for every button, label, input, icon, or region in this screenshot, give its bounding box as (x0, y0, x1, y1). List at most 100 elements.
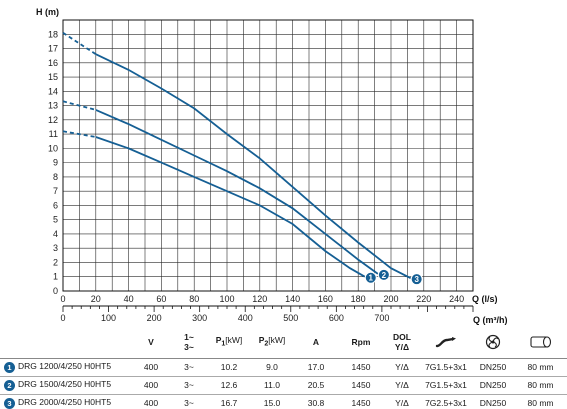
header-p2: P2[kW] (250, 326, 294, 359)
cell-start: Y/Δ (384, 394, 420, 409)
model-name: DRG 1200/4/250 H0HT5 (18, 361, 112, 372)
y-tick-label: 9 (53, 158, 58, 168)
cell-start: Y/Δ (384, 376, 420, 395)
performance-chart: 0 20 40 60 80 100 120 140 160 180 200 220 2400123456… (36, 7, 508, 325)
cell-phase: 3~ (170, 376, 208, 395)
header-star-delta: Y/Δ (394, 341, 410, 352)
header-voltage: V (132, 326, 170, 359)
cell-v: 400 (132, 358, 170, 377)
curve-3-marker (410, 273, 423, 286)
pump-spec-table: V 1~ 3~ P1[kW] P2[kW] A Rpm DOL Y/Δ (0, 326, 567, 409)
chart-axes: 0 20 40 60 80 100 120 140 160 180 200 220 2400123456… (48, 29, 474, 323)
x2-tick-label: 0 (60, 313, 65, 323)
table-header-row: V 1~ 3~ P1[kW] P2[kW] A Rpm DOL Y/Δ (0, 326, 567, 359)
plot-border (62, 19, 474, 292)
y-tick-label: 12 (48, 115, 58, 125)
model-name: DRG 1500/4/250 H0HT5 (18, 379, 112, 390)
cell-start: Y/Δ (384, 358, 420, 377)
curve-1-marker-label: 1 (369, 274, 374, 283)
table-row: 3 DRG 2000/4/250 H0HT5 400 3~ 16.7 15.0 30.8 14… (0, 394, 567, 409)
x2-tick-label: 200 (147, 313, 162, 323)
y-tick-label: 1 (53, 272, 58, 282)
header-p1-symbol: P (215, 335, 222, 346)
row-number-badge: 3 (4, 397, 15, 409)
x-tick-label: 0 (60, 294, 65, 304)
x-tick-label: 60 (156, 294, 166, 304)
header-p1-unit: [kW] (225, 335, 243, 346)
secondary-x-axis-label: Q (m³/h) (473, 315, 508, 325)
y-tick-label: 0 (53, 286, 58, 296)
y-tick-label: 13 (48, 101, 58, 111)
cell-rpm: 1450 (338, 358, 384, 377)
curve-3-marker-label: 3 (414, 275, 419, 284)
cell-passage: 80 mm (514, 358, 567, 377)
cell-a: 20.5 (294, 376, 338, 395)
header-start-method: DOL Y/Δ (384, 326, 420, 359)
model-cell: 2 DRG 1500/4/250 H0HT5 (0, 376, 132, 395)
header-p2-unit: [kW] (268, 335, 286, 346)
curve-2 (95, 109, 379, 275)
table-row: 2 DRG 1500/4/250 H0HT5 400 3~ 12.6 11.0 20.5 14… (0, 376, 567, 395)
cell-rpm: 1450 (338, 394, 384, 409)
header-phase-top: 1~ (184, 331, 194, 342)
cell-passage: 80 mm (514, 376, 567, 395)
curve-1 (95, 136, 366, 278)
x-tick-label: 240 (449, 294, 464, 304)
cell-rpm: 1450 (338, 376, 384, 395)
row-number-badge: 2 (4, 379, 15, 391)
cell-p2: 15.0 (250, 394, 294, 409)
y-tick-label: 10 (48, 143, 58, 153)
header-passage (514, 326, 567, 359)
header-p1-sub: 1 (221, 340, 226, 349)
solid-passage-icon (529, 336, 551, 348)
y-tick-label: 11 (49, 129, 58, 139)
y-tick-label: 14 (48, 86, 58, 96)
curve-2-marker-label: 2 (382, 271, 387, 280)
impeller-icon (485, 334, 501, 349)
row-number-badge: 1 (4, 361, 15, 373)
header-amperage: A (294, 326, 338, 359)
x2-tick-label: 600 (329, 313, 344, 323)
y-tick-label: 15 (48, 72, 58, 82)
chart-curves (62, 32, 412, 280)
cell-passage: 80 mm (514, 394, 567, 409)
header-rpm: Rpm (338, 326, 384, 359)
x2-tick-label: 500 (283, 313, 298, 323)
y-tick-label: 4 (53, 229, 58, 239)
cell-a: 17.0 (294, 358, 338, 377)
x-tick-label: 80 (189, 294, 199, 304)
x2-tick-label: 300 (192, 313, 207, 323)
cell-p1: 12.6 (208, 376, 250, 395)
curve-1-extrapolated (62, 130, 96, 138)
x2-tick-label: 400 (238, 313, 253, 323)
x-tick-label: 180 (351, 294, 366, 304)
x-tick-label: 120 (252, 294, 267, 304)
model-cell: 3 DRG 2000/4/250 H0HT5 (0, 394, 132, 409)
cell-p2: 11.0 (250, 376, 294, 395)
model-name: DRG 2000/4/250 H0HT5 (18, 397, 112, 408)
cell-a: 30.8 (294, 394, 338, 409)
header-cable (420, 326, 472, 359)
header-p1: P1[kW] (208, 326, 250, 359)
curve-2-extrapolated (62, 100, 97, 111)
cell-v: 400 (132, 394, 170, 409)
x-axis-label: Q (l/s) (472, 294, 498, 304)
cable-icon (435, 336, 456, 347)
curve-2-marker (377, 268, 390, 281)
cell-v: 400 (132, 376, 170, 395)
header-phase-bottom: 3~ (184, 341, 194, 352)
x-tick-label: 200 (383, 294, 398, 304)
cell-cable: 7G1.5+3x1 (420, 376, 472, 395)
y-tick-label: 6 (53, 200, 58, 210)
header-dol: DOL (393, 331, 411, 342)
header-outlet (472, 326, 514, 359)
y-tick-label: 2 (53, 257, 58, 267)
curve-1-marker (364, 271, 377, 284)
cell-p1: 10.2 (208, 358, 250, 377)
model-cell: 1 DRG 1200/4/250 H0HT5 (0, 358, 132, 377)
y-tick-label: 16 (48, 58, 58, 68)
header-p2-sub: 2 (264, 340, 269, 349)
x2-tick-label: 700 (374, 313, 389, 323)
x-tick-label: 20 (91, 294, 101, 304)
x-tick-label: 140 (285, 294, 300, 304)
